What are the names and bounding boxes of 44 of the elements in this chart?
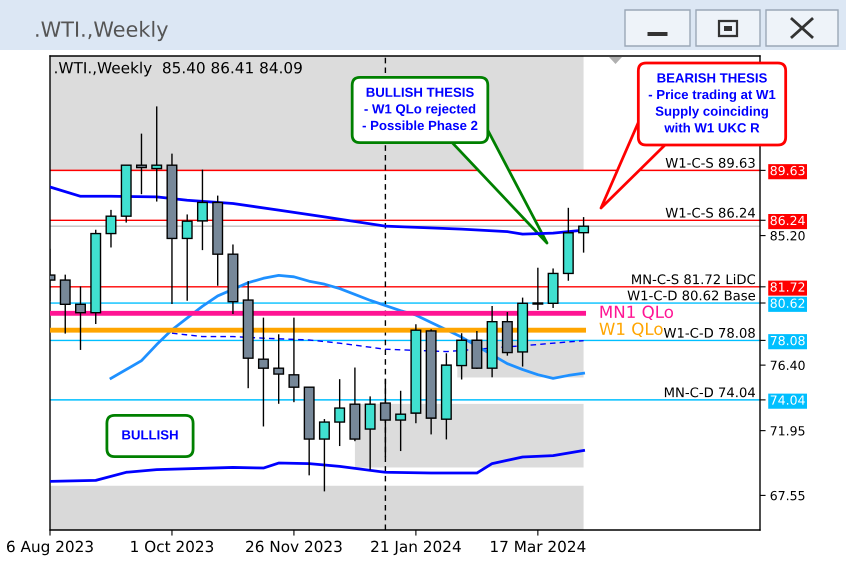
line-series (50, 449, 585, 483)
y-tick-label: 76.40 (770, 360, 805, 370)
annotation: BULLISH (122, 430, 178, 440)
candlestick (196, 170, 208, 250)
x-tick-label: 1 Oct 2023 (131, 540, 214, 552)
y-tick-label: 80.62 (770, 298, 804, 308)
x-tick-label: 26 Nov 2023 (246, 540, 342, 552)
ref-line-label: W1-C-D 80.62 Base (628, 290, 756, 300)
candlestick (136, 134, 147, 194)
y-tick-label: 86.24 (770, 216, 805, 226)
ref-line-label: MN-C-S 81.72 LiDC (632, 274, 756, 284)
y-tick-label: 89.63 (770, 166, 805, 176)
chart-subtitle: .WTI.,Weekly 85.40 86.41 84.09 (55, 62, 302, 76)
annotation: BEARISH THESIS - Price trading at W1 Supply coinciding with W1 UKC R (648, 73, 776, 133)
line-series (171, 332, 584, 352)
candlestick (318, 419, 330, 492)
y-tick-label: 67.55 (770, 490, 804, 500)
x-tick-label: 21 Jan 2024 (371, 540, 461, 556)
candlestick (334, 379, 346, 446)
chart-title: .WTI.,Weekly (36, 20, 168, 42)
ref-line-label: W1-C-S 89.63 (666, 158, 755, 168)
y-tick-label: 85.20 (770, 231, 805, 241)
x-tick-label: 17 Mar 2024 (491, 540, 586, 552)
annotation: BULLISH THESIS - W1 QLo rejected - Possible Phase 2 (362, 88, 478, 130)
candlestick (395, 390, 406, 452)
candlestick (578, 217, 590, 253)
candlestick (258, 318, 269, 426)
candlestick (151, 106, 162, 202)
candlestick (288, 318, 300, 402)
y-tick-label: 71.95 (770, 426, 804, 436)
y-tick-label: 81.72 (770, 282, 804, 292)
ref-line-label: W1-C-D 78.08 (664, 328, 755, 338)
candlestick (532, 268, 544, 310)
y-tick-label: 78.08 (770, 336, 805, 346)
y-tick-label: 74.04 (770, 395, 805, 405)
ref-line-label: MN-C-D 74.04 (664, 387, 755, 398)
candlestick (105, 210, 116, 248)
candlestick (182, 214, 193, 301)
x-tick-label: 6 Aug 2023 (6, 540, 93, 556)
ref-line-label: W1-C-S 86.24 (666, 208, 755, 218)
series-label: W1 QLo (599, 322, 663, 337)
series-label: MN1 QLo (600, 306, 674, 320)
candlestick (273, 334, 284, 404)
candlestick (75, 286, 86, 350)
